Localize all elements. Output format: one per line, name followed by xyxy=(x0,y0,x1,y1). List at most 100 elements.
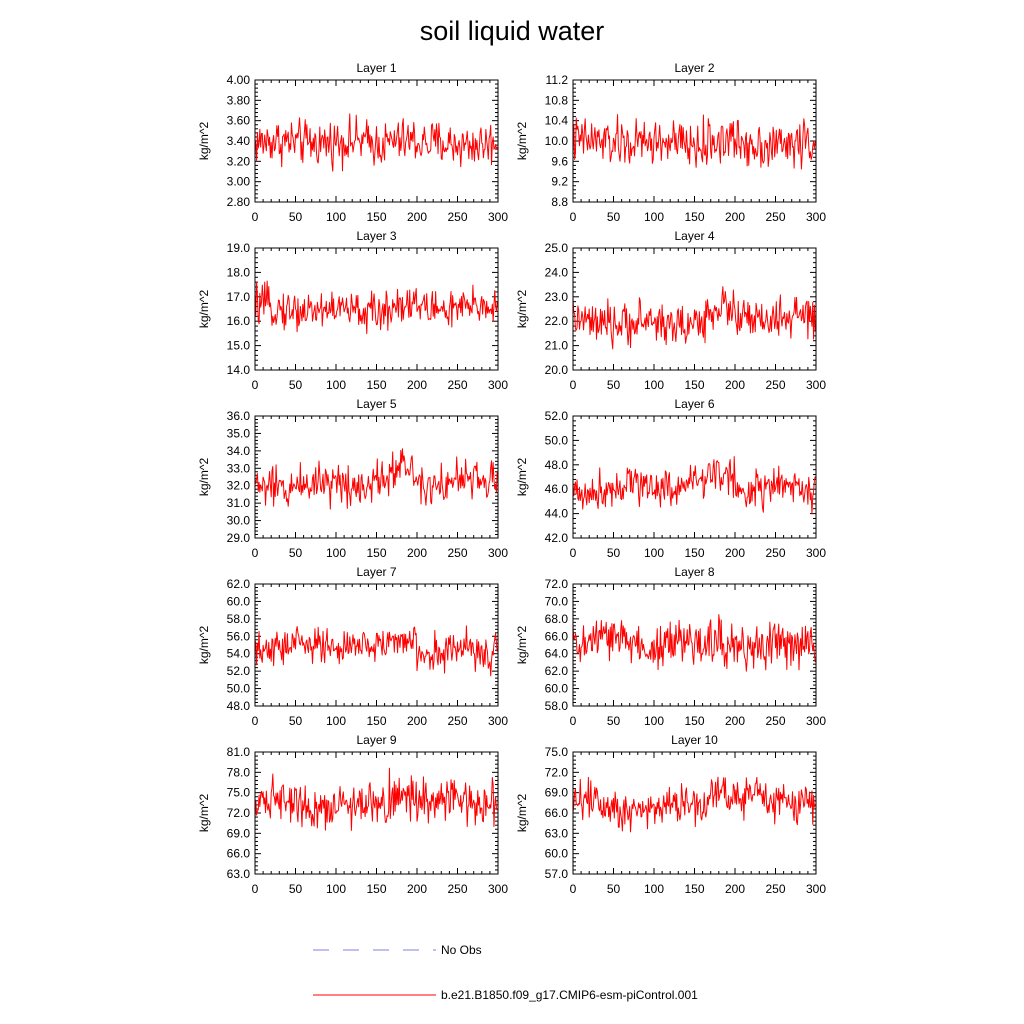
x-tick-label: 150 xyxy=(366,378,386,392)
x-tick-label: 250 xyxy=(765,546,785,560)
x-tick-label: 300 xyxy=(806,714,826,728)
x-tick-label: 300 xyxy=(488,378,508,392)
y-tick-label: 10.8 xyxy=(545,93,569,107)
x-tick-label: 50 xyxy=(289,378,303,392)
y-tick-label: 18.0 xyxy=(227,265,251,279)
x-tick-label: 200 xyxy=(407,714,427,728)
y-tick-label: 3.20 xyxy=(227,154,251,168)
y-tick-label: 81.0 xyxy=(227,745,251,759)
series-line xyxy=(572,114,816,170)
x-tick-label: 100 xyxy=(644,882,664,896)
y-tick-label: 44.0 xyxy=(545,507,569,521)
legend: No Obs b.e21.B1850.f09_g17.CMIP6-esm-piC… xyxy=(313,943,698,1002)
panel-frame xyxy=(572,751,817,875)
panel-layer-6: Layer 6 kg/m^2 0 50 100 150 200 250 300 42.0 44.0 4… xyxy=(515,397,826,560)
x-tick-label: 300 xyxy=(488,714,508,728)
x-tick-label: 200 xyxy=(725,210,745,224)
y-tick-label: 14.0 xyxy=(227,363,251,377)
y-tick-label: 36.0 xyxy=(227,409,251,423)
y-tick-label: 75.0 xyxy=(227,786,251,800)
series-line xyxy=(572,614,816,672)
x-tick-label: 100 xyxy=(326,714,346,728)
y-axis-label: kg/m^2 xyxy=(515,626,529,665)
panel-frame xyxy=(254,751,499,875)
y-tick-label: 42.0 xyxy=(545,531,569,545)
x-tick-label: 100 xyxy=(326,546,346,560)
y-tick-label: 63.0 xyxy=(545,826,569,840)
x-tick-label: 50 xyxy=(607,378,621,392)
y-axis-label: kg/m^2 xyxy=(197,290,211,329)
y-tick-label: 58.0 xyxy=(545,699,569,713)
panels: Layer 1 kg/m^2 0 50 100 150 200 250 300 2.80 3.00 3… xyxy=(197,61,826,896)
panel-layer-5: Layer 5 kg/m^2 0 50 100 150 200 250 300 29.0 30.0 3… xyxy=(197,397,508,560)
y-tick-label: 54.0 xyxy=(227,647,251,661)
x-tick-label: 0 xyxy=(252,714,259,728)
series-line xyxy=(254,280,498,335)
y-tick-label: 16.0 xyxy=(227,314,251,328)
x-tick-label: 100 xyxy=(644,714,664,728)
panel-layer-2: Layer 2 kg/m^2 0 50 100 150 200 250 300 8.8 9.2 9.6… xyxy=(515,61,826,224)
y-tick-label: 68.0 xyxy=(545,612,569,626)
y-tick-label: 15.0 xyxy=(227,339,251,353)
x-tick-label: 100 xyxy=(326,378,346,392)
y-tick-label: 34.0 xyxy=(227,444,251,458)
series-line xyxy=(572,286,816,350)
x-tick-label: 0 xyxy=(570,714,577,728)
y-tick-label: 66.0 xyxy=(545,629,569,643)
x-tick-label: 50 xyxy=(289,714,303,728)
x-tick-label: 150 xyxy=(684,714,704,728)
x-tick-label: 250 xyxy=(765,714,785,728)
x-tick-label: 50 xyxy=(289,882,303,896)
series-line xyxy=(254,625,498,677)
y-tick-label: 72.0 xyxy=(227,806,251,820)
x-tick-label: 50 xyxy=(607,210,621,224)
legend-label-control: b.e21.B1850.f09_g17.CMIP6-esm-piControl.… xyxy=(441,988,698,1002)
x-tick-label: 150 xyxy=(366,210,386,224)
y-tick-label: 60.0 xyxy=(545,847,569,861)
panel-frame xyxy=(572,583,817,707)
legend-label-no-obs: No Obs xyxy=(441,943,482,957)
x-tick-label: 0 xyxy=(570,378,577,392)
y-tick-label: 9.6 xyxy=(551,154,568,168)
panel-title: Layer 2 xyxy=(674,61,714,75)
series-line xyxy=(572,456,816,515)
y-tick-label: 3.00 xyxy=(227,175,251,189)
panel-layer-3: Layer 3 kg/m^2 0 50 100 150 200 250 300 14.0 15.0 1… xyxy=(197,229,508,392)
y-axis-label: kg/m^2 xyxy=(197,122,211,161)
x-tick-label: 0 xyxy=(252,378,259,392)
y-tick-label: 30.0 xyxy=(227,514,251,528)
y-tick-label: 72.0 xyxy=(545,577,569,591)
panel-frame xyxy=(572,247,817,371)
x-tick-label: 150 xyxy=(366,546,386,560)
y-tick-label: 56.0 xyxy=(227,629,251,643)
panel-layer-9: Layer 9 kg/m^2 0 50 100 150 200 250 300 63.0 66.0 6… xyxy=(197,733,508,896)
x-tick-label: 200 xyxy=(407,546,427,560)
x-tick-label: 200 xyxy=(725,378,745,392)
y-tick-label: 2.80 xyxy=(227,195,251,209)
panel-layer-4: Layer 4 kg/m^2 0 50 100 150 200 250 300 20.0 21.0 2… xyxy=(515,229,826,392)
x-tick-label: 250 xyxy=(765,378,785,392)
y-tick-label: 63.0 xyxy=(227,867,251,881)
y-tick-label: 64.0 xyxy=(545,647,569,661)
series-line xyxy=(254,448,498,510)
x-tick-label: 150 xyxy=(366,714,386,728)
y-tick-label: 32.0 xyxy=(227,479,251,493)
x-tick-label: 250 xyxy=(765,210,785,224)
y-tick-label: 69.0 xyxy=(545,786,569,800)
y-tick-label: 3.40 xyxy=(227,134,251,148)
x-tick-label: 0 xyxy=(570,546,577,560)
x-tick-label: 0 xyxy=(252,546,259,560)
series-line xyxy=(254,767,498,831)
x-tick-label: 0 xyxy=(570,882,577,896)
series-line xyxy=(572,776,816,833)
x-tick-label: 200 xyxy=(725,546,745,560)
y-tick-label: 9.2 xyxy=(551,175,568,189)
y-tick-label: 66.0 xyxy=(227,847,251,861)
panel-layer-1: Layer 1 kg/m^2 0 50 100 150 200 250 300 2.80 3.00 3… xyxy=(197,61,508,224)
x-tick-label: 200 xyxy=(407,882,427,896)
panel-title: Layer 7 xyxy=(356,565,396,579)
y-tick-label: 66.0 xyxy=(545,806,569,820)
panel-title: Layer 6 xyxy=(674,397,714,411)
x-tick-label: 250 xyxy=(447,714,467,728)
y-axis-label: kg/m^2 xyxy=(515,794,529,833)
